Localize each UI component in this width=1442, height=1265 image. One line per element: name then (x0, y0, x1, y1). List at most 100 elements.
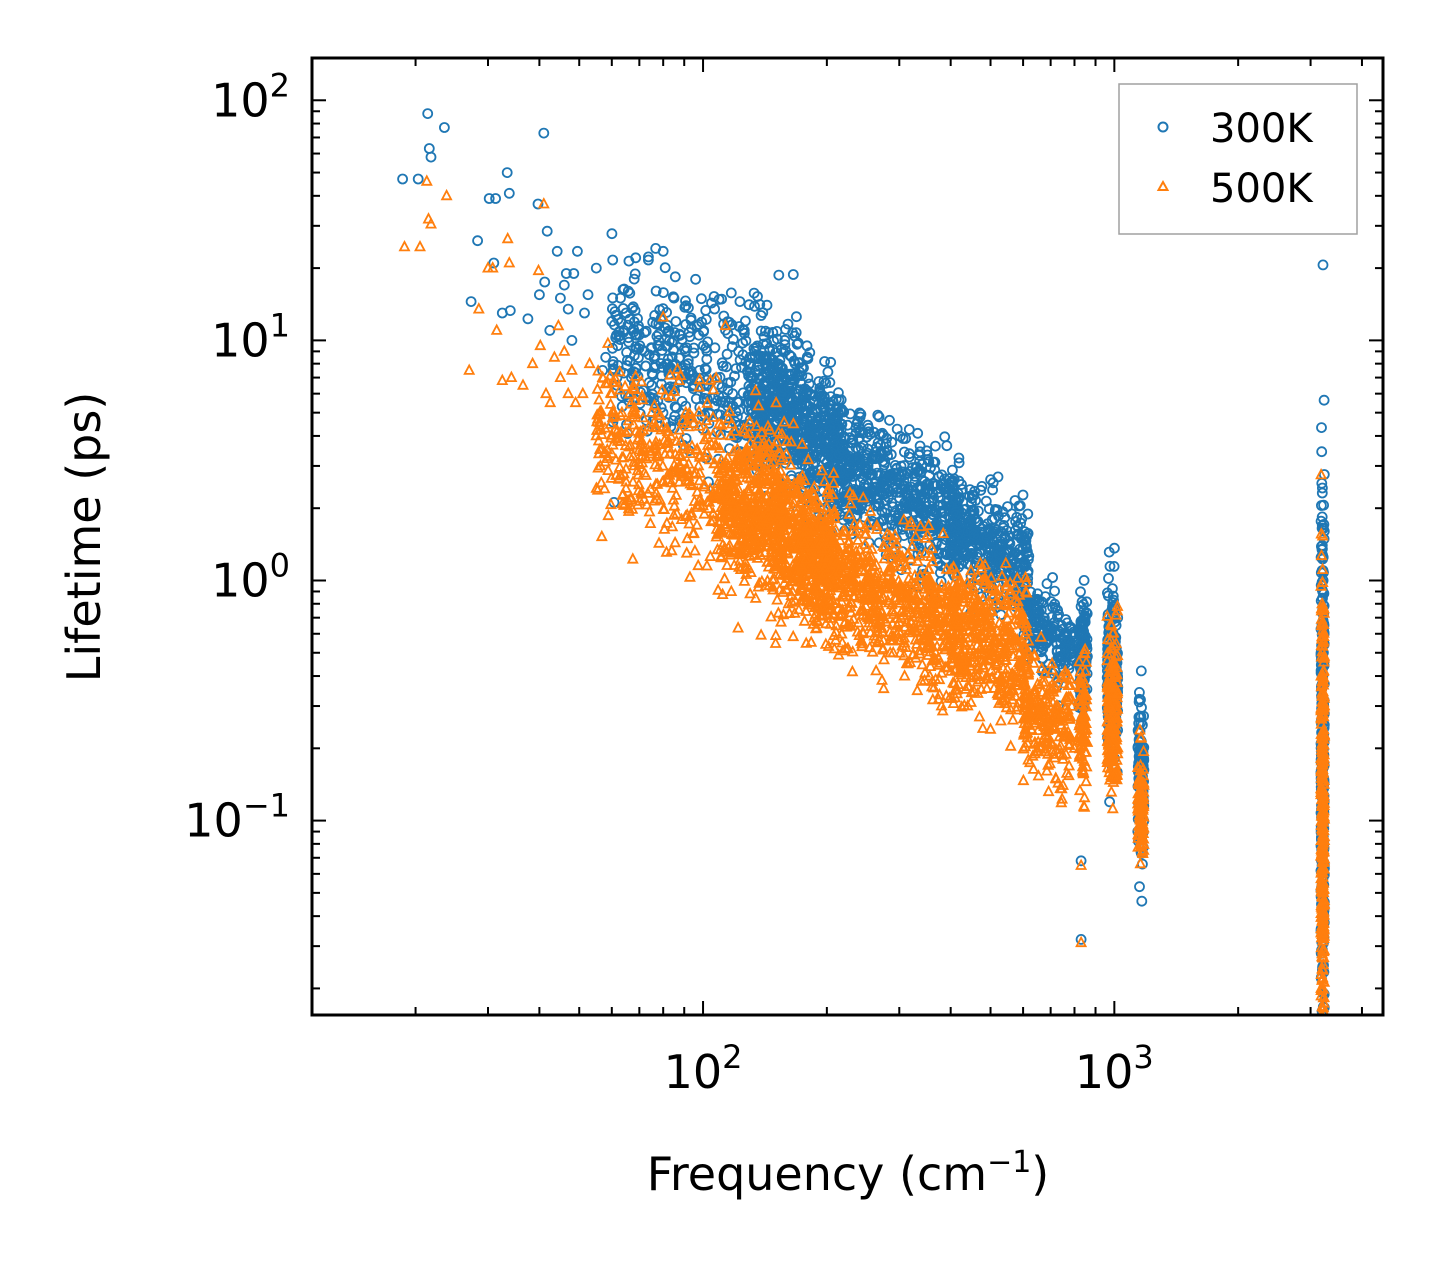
data-point-300k (1052, 651, 1064, 663)
data-point-300k (717, 397, 729, 409)
data-point-500k (787, 495, 800, 508)
data-point-300k (1075, 934, 1087, 945)
data-point-500k (859, 537, 872, 550)
data-point-300k (654, 304, 666, 316)
data-point-500k (662, 441, 675, 453)
data-point-300k (860, 453, 872, 465)
data-point-500k (693, 498, 706, 510)
data-point-500k (691, 500, 704, 512)
data-point-500k (683, 517, 696, 529)
data-point-500k (660, 516, 673, 528)
data-point-500k (715, 418, 728, 430)
data-point-300k (908, 493, 920, 505)
data-point-500k (754, 548, 767, 560)
data-point-500k (809, 607, 822, 619)
data-point-300k (1041, 578, 1053, 590)
data-point-500k (923, 669, 936, 681)
data-point-500k (714, 428, 727, 440)
data-point-500k (777, 534, 790, 546)
data-point-500k (770, 395, 783, 408)
data-point-300k (820, 377, 832, 389)
data-point-500k (734, 509, 747, 521)
data-point-500k (846, 664, 859, 677)
data-point-300k (933, 486, 944, 498)
data-point-500k (812, 544, 825, 557)
data-point-500k (630, 424, 642, 436)
data-point-300k (759, 351, 770, 363)
data-point-500k (595, 475, 608, 488)
data-point-500k (925, 541, 938, 554)
data-point-300k (954, 492, 965, 504)
data-point-500k (732, 546, 745, 558)
data-point-300k (680, 300, 692, 312)
data-point-500k (898, 648, 910, 661)
data-point-300k (987, 477, 999, 489)
data-point-500k (716, 587, 729, 599)
data-point-500k (819, 637, 832, 649)
data-point-500k (876, 673, 888, 685)
data-point-500k (872, 580, 885, 592)
data-point-300k (662, 358, 673, 370)
data-point-500k (916, 657, 929, 670)
data-point-500k (592, 461, 605, 473)
data-point-500k (830, 625, 843, 637)
data-point-500k (727, 444, 740, 457)
data-point-300k (653, 334, 665, 346)
data-point-300k (945, 522, 957, 534)
data-point-300k (560, 268, 572, 279)
data-point-500k (710, 530, 723, 542)
data-point-300k (566, 334, 578, 346)
data-point-300k (615, 292, 626, 304)
data-point-300k (791, 311, 802, 323)
data-point-500k (700, 445, 713, 458)
data-point-500k (880, 615, 893, 627)
data-point-500k (772, 446, 785, 458)
data-point-300k (607, 342, 618, 354)
data-point-300k (647, 316, 659, 328)
data-point-500k (677, 454, 690, 467)
data-point-300k (488, 257, 500, 269)
data-point-300k (889, 459, 901, 471)
data-point-300k (1075, 855, 1087, 867)
data-point-500k (729, 464, 742, 476)
data-point-300k (632, 313, 643, 325)
data-point-300k (633, 352, 644, 364)
data-point-300k (1061, 628, 1073, 640)
data-point-300k (744, 367, 756, 378)
data-point-300k (916, 502, 927, 514)
data-point-500k (759, 578, 772, 591)
data-point-500k (632, 477, 645, 490)
data-point-300k (797, 388, 809, 400)
data-point-500k (823, 510, 836, 523)
data-point-500k (894, 596, 907, 608)
data-point-300k (985, 474, 996, 486)
data-point-300k (835, 438, 846, 450)
data-point-500k (716, 476, 728, 488)
data-point-500k (767, 455, 780, 467)
data-point-500k (921, 623, 934, 635)
data-point-300k (824, 377, 836, 388)
data-point-300k (935, 499, 946, 511)
data-point-500k (898, 669, 911, 681)
data-point-500k (889, 528, 901, 540)
data-point-500k (627, 475, 639, 487)
data-point-500k (747, 495, 760, 507)
data-point-500k (927, 681, 940, 693)
data-point-300k (825, 408, 836, 420)
data-point-500k (743, 500, 756, 512)
data-point-500k (752, 398, 765, 411)
data-point-500k (627, 449, 640, 461)
data-point-300k (522, 313, 534, 325)
data-point-300k (670, 316, 682, 327)
data-point-300k (813, 376, 825, 387)
data-point-500k (897, 513, 910, 525)
data-point-300k (854, 427, 866, 438)
data-point-500k (924, 659, 937, 671)
data-point-500k (909, 529, 922, 541)
data-point-500k (743, 426, 756, 439)
data-point-300k (669, 271, 681, 283)
data-point-300k (869, 478, 881, 490)
data-point-500k (802, 452, 815, 465)
data-point-300k (903, 424, 915, 435)
data-point-300k (658, 287, 669, 299)
